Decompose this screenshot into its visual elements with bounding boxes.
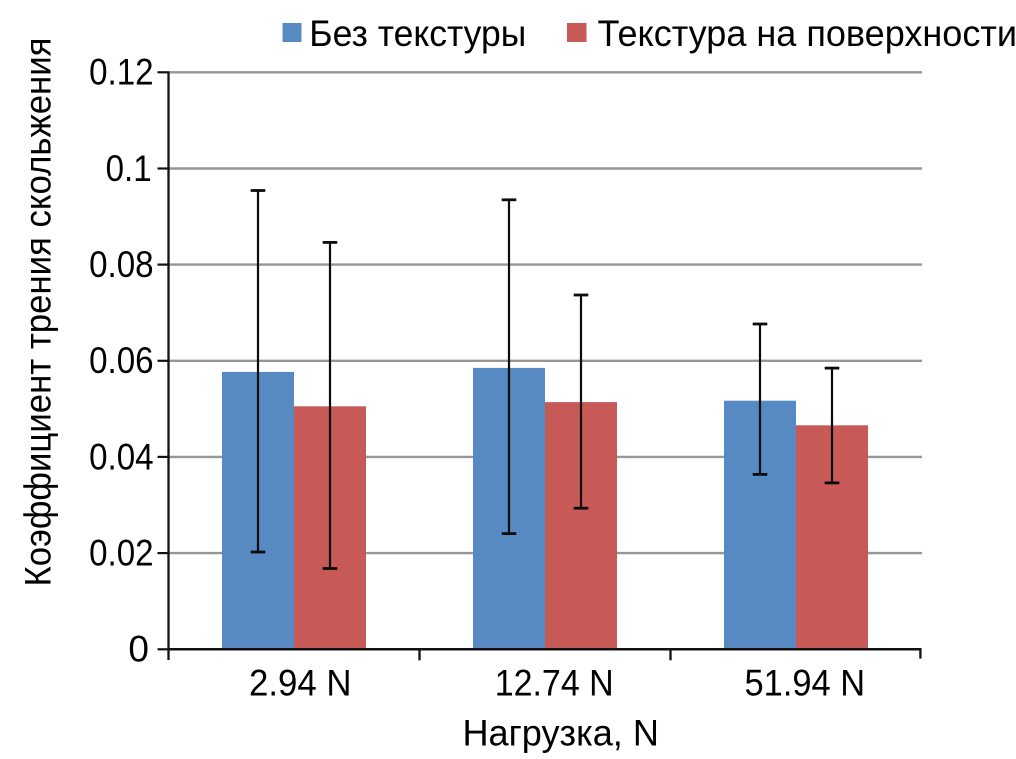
svg-text:51.94 N: 51.94 N [745,662,866,703]
svg-text:Коэффициент трения скольжения: Коэффициент трения скольжения [18,38,59,587]
svg-text:Текстура на поверхности: Текстура на поверхности [598,13,1016,54]
svg-text:0.12: 0.12 [89,52,154,93]
svg-text:0: 0 [128,629,149,670]
svg-text:0.1: 0.1 [106,148,152,189]
svg-text:Без текстуры: Без текстуры [309,13,526,54]
svg-text:2.94 N: 2.94 N [249,662,352,703]
svg-text:12.74 N: 12.74 N [495,662,614,703]
svg-text:0.02: 0.02 [89,533,154,574]
svg-text:0.06: 0.06 [89,340,154,381]
svg-text:0.08: 0.08 [89,244,154,285]
svg-text:0.04: 0.04 [89,436,154,477]
svg-text:Нагрузка, N: Нагрузка, N [462,712,659,753]
